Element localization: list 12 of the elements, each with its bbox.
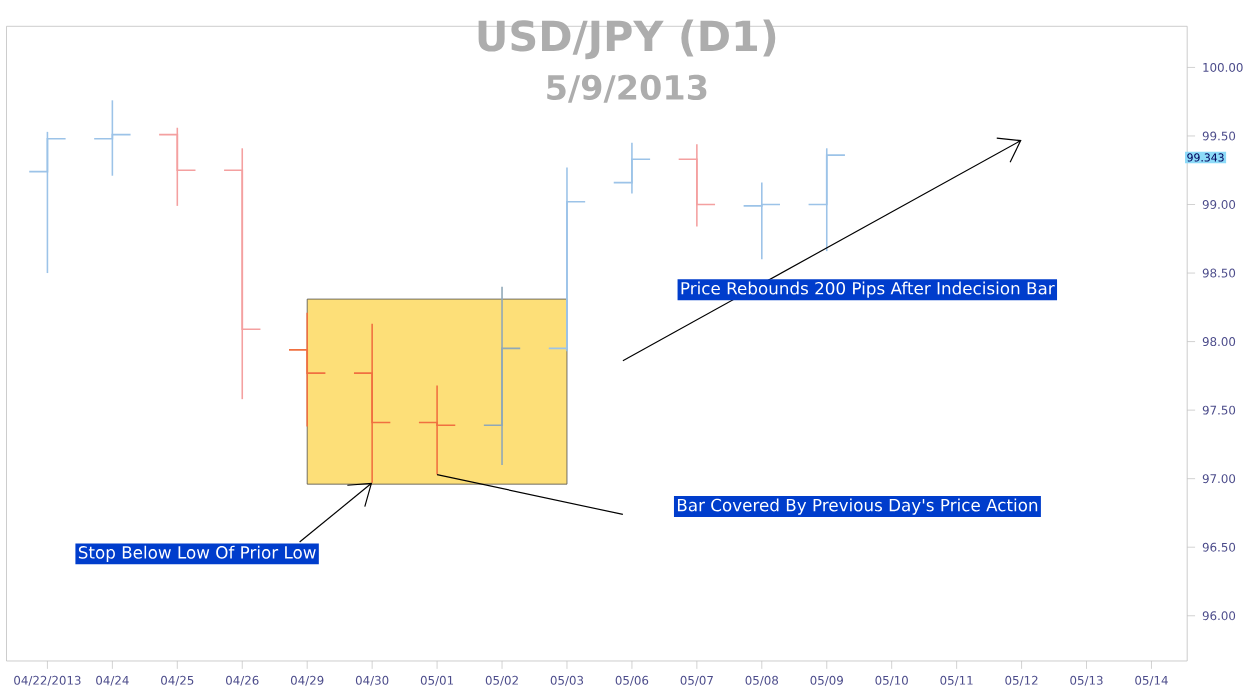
annotation: Bar Covered By Previous Day's Price Action [677,498,1038,515]
annotation: Stop Below Low Of Prior Low [78,545,316,562]
candlestick [743,181,780,260]
annotation: Price Rebounds 200 Pips After Indecision Bar [681,281,1055,298]
text: 5/9/2013 [547,74,707,103]
candlestick [159,126,196,207]
candlestick [289,311,326,428]
candlestick [613,141,651,195]
chart-title: USD/JPY (D1) [478,19,776,60]
candlestick [418,384,456,476]
candlestick [94,99,131,177]
candlestick [678,143,716,228]
